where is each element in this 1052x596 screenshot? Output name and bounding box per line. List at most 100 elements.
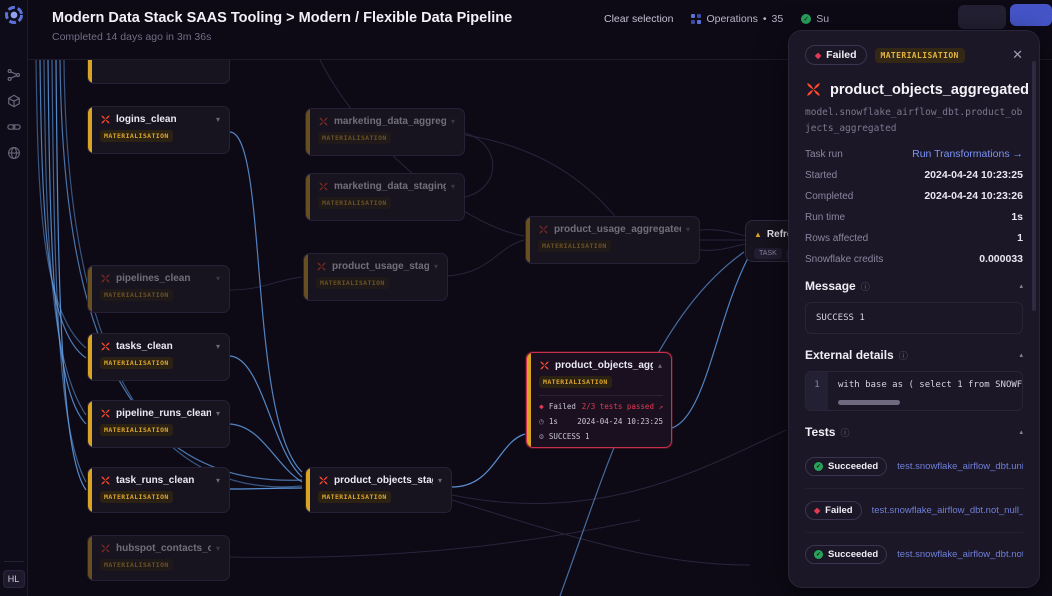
graph-node-pipelines-clean[interactable]: pipelines_clean ▾ MATERIALISATION xyxy=(87,265,230,313)
app-logo-icon[interactable] xyxy=(4,6,23,24)
node-title: marketing_data_aggregated xyxy=(334,116,446,127)
operations-counter[interactable]: Operations • 35 xyxy=(691,13,783,25)
field-task-run: Task run Run Transformations → xyxy=(805,148,1023,161)
info-icon: ⓘ xyxy=(860,281,870,292)
panel-scrollbar[interactable] xyxy=(1032,61,1036,311)
test-link[interactable]: test.snowflake_airflow_dbt.not_null_pr xyxy=(871,505,1023,517)
node-accent-bar xyxy=(527,353,531,447)
graph-node-marketing-data-aggregated[interactable]: marketing_data_aggregated ▾ MATERIALISAT… xyxy=(305,108,465,156)
node-accent-bar xyxy=(88,401,92,447)
graph-node-product-usage-staging[interactable]: product_usage_staging ▾ MATERIALISATION xyxy=(303,253,448,301)
field-completed: Completed 2024-04-24 10:23:26 xyxy=(805,190,1023,203)
node-accent-bar xyxy=(306,109,310,155)
graph-node-tasks-clean[interactable]: tasks_clean ▾ MATERIALISATION xyxy=(87,333,230,381)
horizontal-scrollbar[interactable] xyxy=(838,400,900,406)
details-panel: ◆ Failed MATERIALISATION ✕ product_objec… xyxy=(788,30,1040,588)
dbt-icon xyxy=(318,181,329,192)
test-status-badge: ◆ Failed xyxy=(805,501,862,521)
chevron-down-icon[interactable]: ▾ xyxy=(433,262,438,271)
message-heading: Message xyxy=(805,279,856,294)
chevron-down-icon[interactable]: ▾ xyxy=(215,115,220,124)
chevron-down-icon[interactable]: ▾ xyxy=(215,409,220,418)
test-link[interactable]: test.snowflake_airflow_dbt.not_null_pr xyxy=(897,549,1023,561)
tests-summary-link[interactable]: 2/3 tests passed ↗ xyxy=(581,402,663,411)
lineage-graph-icon[interactable] xyxy=(7,68,21,82)
materialisation-badge: MATERIALISATION xyxy=(318,132,391,144)
chevron-down-icon[interactable]: ▾ xyxy=(437,476,442,485)
node-accent-bar xyxy=(88,266,92,312)
dbt-icon xyxy=(318,116,329,127)
chevron-down-icon[interactable]: ▾ xyxy=(215,342,220,351)
graph-node-product-objects-staging[interactable]: product_objects_staging ▾ MATERIALISATIO… xyxy=(305,467,452,513)
warning-icon: ▲ xyxy=(754,230,762,239)
node-title: pipeline_runs_clean xyxy=(116,408,211,419)
graph-node-logins-clean[interactable]: logins_clean ▾ MATERIALISATION xyxy=(87,106,230,154)
chevron-down-icon[interactable]: ▾ xyxy=(215,544,220,553)
cube-icon[interactable] xyxy=(7,94,21,108)
dbt-icon xyxy=(100,341,111,352)
globe-icon[interactable] xyxy=(7,146,21,160)
header: Modern Data Stack SAAS Tooling > Modern … xyxy=(28,0,1052,60)
materialisation-badge: MATERIALISATION xyxy=(316,277,389,289)
dbt-icon xyxy=(100,408,111,419)
materialisation-badge: MATERIALISATION xyxy=(874,47,965,63)
page-title: Modern Data Stack SAAS Tooling > Modern … xyxy=(52,10,513,26)
graph-node-hubspot-contacts-clean[interactable]: hubspot_contacts_clean ▾ MATERIALISATION xyxy=(87,535,230,581)
materialisation-badge: MATERIALISATION xyxy=(100,289,173,301)
field-started: Started 2024-04-24 10:23:25 xyxy=(805,169,1023,182)
materialisation-badge: MATERIALISATION xyxy=(318,197,391,209)
page-subtitle: Completed 14 days ago in 3m 36s xyxy=(52,31,212,43)
success-check-icon: ✓ xyxy=(814,462,823,472)
sql-code-block: 1 with base as ( select 1 from SNOWFLAKE xyxy=(805,371,1023,412)
dbt-icon xyxy=(538,224,549,235)
dbt-icon xyxy=(539,360,550,371)
collapse-icon[interactable]: ▴ xyxy=(1019,352,1023,360)
graph-node-product-usage-aggregated[interactable]: product_usage_aggregated ▾ MATERIALISATI… xyxy=(525,216,700,264)
node-title: product_usage_staging xyxy=(332,261,429,272)
divider xyxy=(539,395,663,396)
link-icon[interactable] xyxy=(6,120,21,134)
chevron-down-icon[interactable]: ▾ xyxy=(215,476,220,485)
materialisation-badge: MATERIALISATION xyxy=(100,491,173,503)
header-secondary-button[interactable] xyxy=(958,5,1006,29)
test-row: ✓ Succeeded test.snowflake_airflow_dbt.n… xyxy=(805,533,1023,576)
user-avatar[interactable]: HL xyxy=(2,570,25,588)
run-transformations-link[interactable]: Run Transformations → xyxy=(912,148,1023,161)
graph-node-marketing-data-staging[interactable]: marketing_data_staging ▾ MATERIALISATION xyxy=(305,173,465,221)
node-title: marketing_data_staging xyxy=(334,181,446,192)
succeeded-label: Su xyxy=(816,13,830,25)
collapse-icon[interactable]: ▴ xyxy=(1019,429,1023,437)
chevron-down-icon[interactable]: ▾ xyxy=(450,182,455,191)
close-icon[interactable]: ✕ xyxy=(1012,47,1023,62)
graph-node-product-objects-aggregated-selected[interactable]: product_objects_aggregated ▴ MATERIALISA… xyxy=(526,352,672,448)
info-icon: ⓘ xyxy=(840,427,850,438)
dbt-icon xyxy=(100,114,111,125)
node-title: hubspot_contacts_clean xyxy=(116,543,211,554)
external-details-heading: External details xyxy=(805,348,894,363)
header-primary-button[interactable] xyxy=(1010,4,1052,26)
node-accent-bar xyxy=(306,174,310,220)
graph-node-cutoff[interactable] xyxy=(87,60,230,84)
chevron-down-icon[interactable]: ▾ xyxy=(685,225,690,234)
test-link[interactable]: test.snowflake_airflow_dbt.unique_pro xyxy=(897,461,1023,473)
collapse-icon[interactable]: ▴ xyxy=(1019,283,1023,291)
graph-node-task-runs-clean[interactable]: task_runs_clean ▾ MATERIALISATION xyxy=(87,467,230,513)
materialisation-badge: MATERIALISATION xyxy=(100,130,173,142)
dbt-icon xyxy=(318,475,329,486)
node-title: tasks_clean xyxy=(116,341,173,352)
node-accent-bar xyxy=(526,217,530,263)
code-line-number: 1 xyxy=(806,372,828,411)
collapse-up-icon[interactable]: ▴ xyxy=(657,361,662,370)
chevron-down-icon[interactable]: ▾ xyxy=(450,117,455,126)
dbt-icon xyxy=(316,261,327,272)
materialisation-badge: MATERIALISATION xyxy=(539,376,612,388)
operations-count: 35 xyxy=(771,13,784,25)
tests-heading: Tests xyxy=(805,425,836,440)
materialisation-badge: MATERIALISATION xyxy=(100,559,173,571)
node-status: Failed xyxy=(548,402,576,411)
clear-selection-button[interactable]: Clear selection xyxy=(604,13,674,25)
node-accent-bar xyxy=(88,60,92,83)
chevron-down-icon[interactable]: ▾ xyxy=(215,274,220,283)
graph-node-pipeline-runs-clean[interactable]: pipeline_runs_clean ▾ MATERIALISATION xyxy=(87,400,230,448)
succeeded-counter[interactable]: ✓ Su xyxy=(801,13,829,25)
